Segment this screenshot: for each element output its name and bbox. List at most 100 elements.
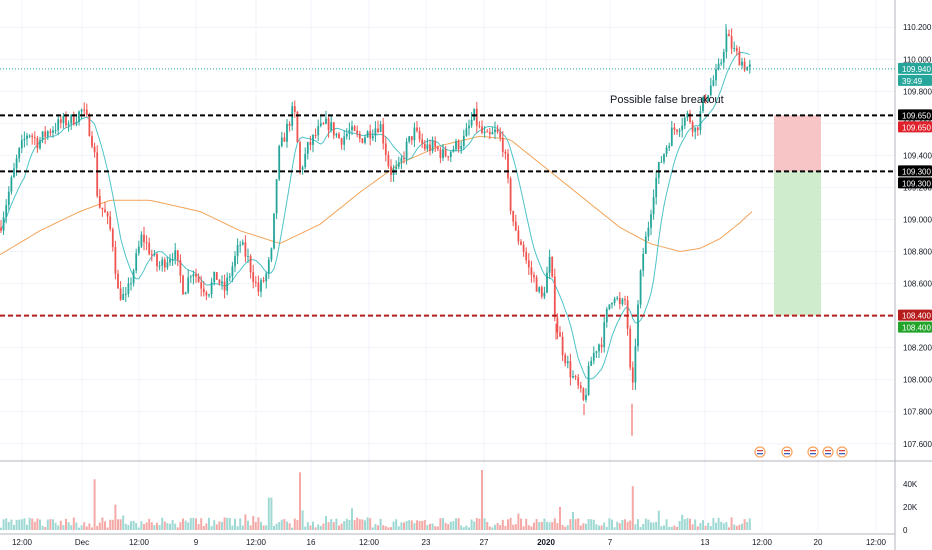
volume-bar	[322, 523, 325, 530]
candle-body	[533, 274, 535, 278]
candle-body	[213, 272, 216, 283]
volume-bar	[452, 521, 455, 530]
candle-body	[171, 259, 174, 261]
volume-bar	[247, 520, 249, 530]
volume-bar	[234, 518, 236, 530]
candle-body	[208, 294, 210, 296]
volume-bar	[460, 525, 463, 530]
volume-bar	[202, 525, 205, 530]
volume-bar	[694, 519, 697, 530]
volume-bar	[616, 521, 619, 530]
volume-bar	[179, 522, 182, 530]
candle-body	[301, 167, 304, 170]
candle-body	[520, 241, 522, 245]
candle-body	[280, 137, 283, 147]
volume-bar	[65, 518, 67, 530]
candle-body	[715, 69, 717, 81]
time-tick-label: 20	[814, 538, 823, 547]
candle-body	[288, 123, 291, 126]
candle-body	[33, 137, 36, 139]
event-flag-stripe	[784, 453, 790, 455]
volume-bar	[501, 519, 504, 530]
candle-body	[421, 139, 424, 144]
volume-bar	[187, 522, 190, 530]
volume-bar	[525, 518, 528, 530]
candle-body	[410, 136, 413, 141]
candle-body	[215, 272, 218, 280]
candle-body	[361, 138, 364, 143]
candle-body	[462, 135, 465, 146]
event-flags[interactable]	[754, 446, 848, 458]
price-tick-label: 109.000	[903, 215, 932, 224]
volume-bar	[473, 521, 476, 530]
candle-body	[15, 158, 18, 169]
volume-bar	[15, 519, 18, 530]
time-tick-label: 23	[422, 538, 431, 547]
last-price-badge-bg	[898, 62, 932, 74]
candle-body	[67, 123, 70, 126]
volume-bar	[423, 520, 426, 530]
volume-bar	[676, 526, 678, 530]
volume-bar	[512, 524, 515, 530]
volume-bar	[447, 524, 450, 530]
volume-bar	[114, 504, 117, 530]
volume-bar	[145, 522, 148, 530]
candle-body	[429, 144, 431, 151]
candle-body	[743, 61, 746, 71]
volume-bar	[691, 524, 694, 530]
volume-bar	[88, 523, 91, 530]
volume-bar	[135, 522, 138, 530]
annotation-text[interactable]: Possible false breakout	[610, 94, 724, 106]
volume-bar	[345, 518, 348, 530]
volume-bar	[431, 523, 434, 530]
candle-body	[585, 394, 587, 400]
volume-bar	[611, 519, 613, 530]
candle-body	[260, 280, 262, 292]
candle-body	[338, 133, 340, 139]
event-flag-icon	[836, 446, 848, 458]
candle-body	[312, 134, 314, 145]
candle-body	[647, 227, 650, 237]
volume-bar	[657, 510, 660, 530]
candle-body	[46, 131, 49, 137]
candle-body	[319, 123, 322, 126]
volume-bar	[117, 519, 119, 530]
candle-body	[535, 277, 538, 292]
candle-body	[618, 297, 621, 304]
candle-body	[616, 297, 619, 299]
candlestick-series	[0, 24, 751, 436]
candle-body	[101, 207, 104, 210]
volume-bar	[205, 523, 208, 530]
volume-bar	[735, 525, 738, 530]
volume-bar	[538, 522, 541, 530]
countdown-badge: 39:49	[902, 77, 923, 86]
horizontal-levels[interactable]	[0, 68, 895, 317]
volume-bar	[327, 522, 330, 530]
candle-body	[613, 298, 616, 303]
candle-body	[395, 166, 398, 169]
candle-body	[117, 273, 119, 289]
candle-body	[707, 95, 710, 101]
candle-body	[504, 151, 507, 154]
event-flag-icon	[822, 446, 834, 458]
candle-body	[720, 62, 723, 64]
volume-bar	[397, 526, 400, 530]
volume-bar	[226, 517, 229, 530]
candle-body	[400, 158, 403, 163]
volume-bar	[127, 524, 130, 530]
candle-body	[327, 118, 330, 131]
short-position-tool[interactable]	[774, 115, 821, 316]
volume-bar	[52, 519, 54, 530]
volume-bar	[595, 524, 598, 530]
price-badges: 109.940 39:49 109.650 109.650 109.300 109.300…	[898, 62, 932, 333]
candle-body	[306, 142, 309, 154]
candle-body	[652, 197, 655, 215]
candle-body	[426, 144, 429, 150]
candle-body	[478, 125, 481, 127]
volume-bar	[228, 517, 231, 530]
candle-body	[98, 196, 101, 208]
candle-body	[582, 388, 585, 400]
volume-bar	[140, 521, 143, 530]
volume-bar	[665, 519, 668, 530]
